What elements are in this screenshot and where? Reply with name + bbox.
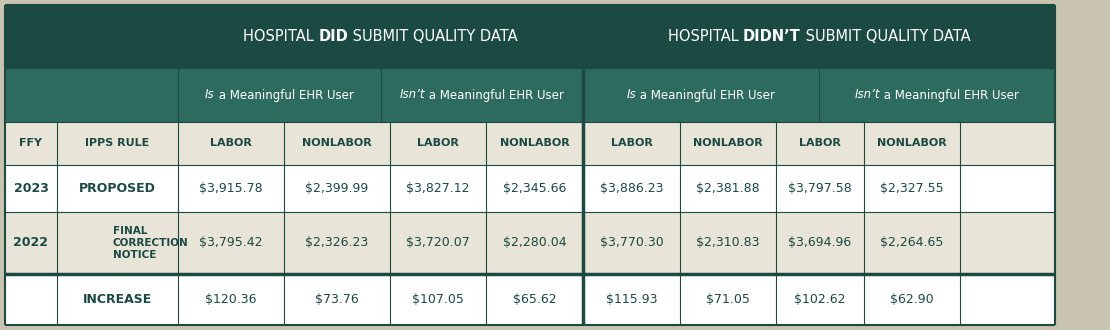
Text: $3,797.58: $3,797.58	[788, 182, 851, 195]
Text: $2,345.66: $2,345.66	[503, 182, 566, 195]
Text: 2022: 2022	[13, 237, 49, 249]
Text: DIDN’T: DIDN’T	[743, 29, 800, 44]
Bar	[6, 212, 1054, 274]
Text: a Meaningful EHR User: a Meaningful EHR User	[636, 88, 775, 102]
Bar	[6, 5, 1054, 68]
Text: $3,694.96: $3,694.96	[788, 237, 851, 249]
Text: LABOR: LABOR	[210, 139, 252, 148]
Text: $3,827.12: $3,827.12	[406, 182, 470, 195]
Bar	[6, 68, 1054, 122]
Text: a Meaningful EHR User: a Meaningful EHR User	[880, 88, 1019, 102]
Text: a Meaningful EHR User: a Meaningful EHR User	[214, 88, 353, 102]
Text: $62.90: $62.90	[890, 293, 934, 306]
Text: a Meaningful EHR User: a Meaningful EHR User	[425, 88, 564, 102]
Text: $71.05: $71.05	[706, 293, 750, 306]
Text: $2,381.88: $2,381.88	[696, 182, 760, 195]
Text: $3,795.42: $3,795.42	[200, 237, 263, 249]
Text: LABOR: LABOR	[799, 139, 841, 148]
Text: $3,886.23: $3,886.23	[599, 182, 664, 195]
Text: $2,326.23: $2,326.23	[305, 237, 369, 249]
Text: HOSPITAL: HOSPITAL	[243, 29, 319, 44]
Bar	[6, 165, 1054, 212]
Text: LABOR: LABOR	[417, 139, 458, 148]
Text: $120.36: $120.36	[205, 293, 256, 306]
Text: NONLABOR: NONLABOR	[302, 139, 372, 148]
Text: SUBMIT QUALITY DATA: SUBMIT QUALITY DATA	[349, 29, 518, 44]
Text: Is: Is	[205, 88, 214, 102]
Text: $2,280.04: $2,280.04	[503, 237, 566, 249]
Text: $107.05: $107.05	[412, 293, 464, 306]
Text: FINAL
CORRECTION
NOTICE: FINAL CORRECTION NOTICE	[112, 226, 189, 260]
Text: $2,327.55: $2,327.55	[880, 182, 944, 195]
Text: IPPS RULE: IPPS RULE	[85, 139, 150, 148]
Text: $102.62: $102.62	[795, 293, 846, 306]
Text: $3,720.07: $3,720.07	[406, 237, 470, 249]
Text: $2,264.65: $2,264.65	[880, 237, 944, 249]
Text: $2,310.83: $2,310.83	[696, 237, 759, 249]
Text: NONLABOR: NONLABOR	[693, 139, 763, 148]
Text: INCREASE: INCREASE	[83, 293, 152, 306]
Bar	[6, 122, 1054, 165]
Text: 2023: 2023	[13, 182, 49, 195]
Text: NONLABOR: NONLABOR	[877, 139, 947, 148]
Text: DID: DID	[319, 29, 349, 44]
Bar	[6, 274, 1054, 325]
Text: PROPOSED: PROPOSED	[79, 182, 155, 195]
Text: $3,770.30: $3,770.30	[599, 237, 664, 249]
Text: $115.93: $115.93	[606, 293, 657, 306]
Text: $65.62: $65.62	[513, 293, 556, 306]
Text: $3,915.78: $3,915.78	[199, 182, 263, 195]
Text: HOSPITAL: HOSPITAL	[667, 29, 743, 44]
Text: $73.76: $73.76	[315, 293, 359, 306]
Text: $2,399.99: $2,399.99	[305, 182, 369, 195]
Text: LABOR: LABOR	[610, 139, 653, 148]
Text: FFY: FFY	[20, 139, 42, 148]
Text: Is: Is	[627, 88, 636, 102]
Text: NONLABOR: NONLABOR	[500, 139, 569, 148]
Text: SUBMIT QUALITY DATA: SUBMIT QUALITY DATA	[800, 29, 970, 44]
Text: Isn’t: Isn’t	[400, 88, 425, 102]
Text: Isn’t: Isn’t	[855, 88, 880, 102]
